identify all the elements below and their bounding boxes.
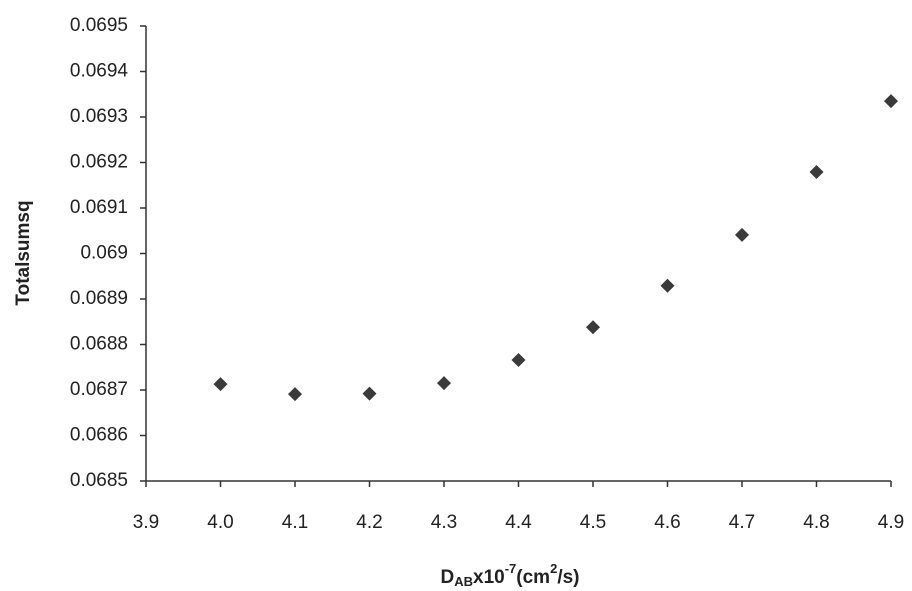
x-tick-label: 4.0 xyxy=(207,512,233,533)
y-tick-label: 0.0686 xyxy=(70,425,128,446)
x-tick-label: 4.2 xyxy=(356,512,382,533)
chart: Totalsumsq DABx10-7(cm2/s) 0.0685 0.0686 0… xyxy=(0,0,912,591)
point xyxy=(661,279,675,293)
point xyxy=(586,320,600,334)
x-axis-label: DABx10-7(cm2/s) xyxy=(441,561,580,589)
point xyxy=(810,165,824,179)
y-tick-label: 0.0687 xyxy=(70,379,128,400)
x-tick-label: 4.6 xyxy=(654,512,680,533)
point xyxy=(735,228,749,242)
point xyxy=(288,387,302,401)
y-tick-label: 0.0685 xyxy=(70,470,128,491)
y-tick-label: 0.0695 xyxy=(70,15,128,36)
y-axis-label: Totalsumsq xyxy=(13,200,34,305)
point xyxy=(437,376,451,390)
point xyxy=(214,377,228,391)
point xyxy=(884,94,898,108)
y-tick-label: 0.069 xyxy=(80,243,128,264)
point xyxy=(512,353,526,367)
x-tick-label: 4.8 xyxy=(803,512,829,533)
x-tick-label: 4.7 xyxy=(729,512,755,533)
x-tick-label: 4.1 xyxy=(282,512,308,533)
x-tick-label: 3.9 xyxy=(133,512,159,533)
y-tick-label: 0.0691 xyxy=(70,197,128,218)
x-tick-label: 4.3 xyxy=(431,512,457,533)
y-tick-label: 0.0694 xyxy=(70,61,129,82)
x-tick-label: 4.5 xyxy=(580,512,606,533)
y-tick-label: 0.0693 xyxy=(70,106,128,127)
y-tick-label: 0.0688 xyxy=(70,334,128,355)
x-tick-label: 4.9 xyxy=(878,512,904,533)
y-tick-label: 0.0692 xyxy=(70,152,128,173)
x-tick-label: 4.4 xyxy=(505,512,532,533)
y-tick-label: 0.0689 xyxy=(70,288,128,309)
point xyxy=(363,387,377,401)
